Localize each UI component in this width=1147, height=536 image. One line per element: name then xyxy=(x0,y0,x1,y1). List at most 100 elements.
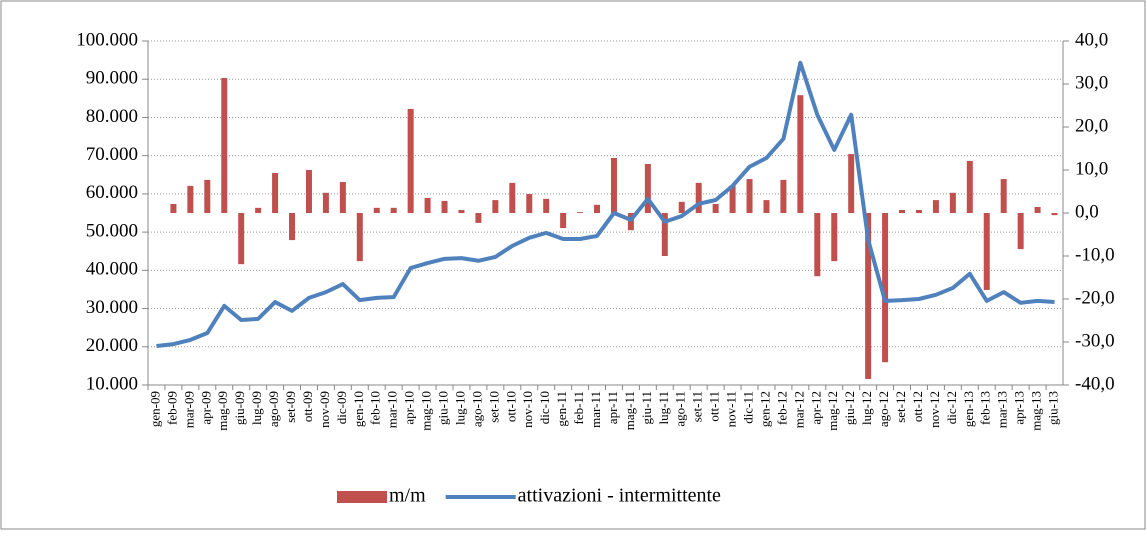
y-tick-label: 20.000 xyxy=(86,335,138,356)
bar xyxy=(932,200,939,213)
bar xyxy=(272,173,279,213)
bar xyxy=(170,203,177,213)
x-tick-label: mar-13 xyxy=(995,391,1010,428)
y-tick-label: 90.000 xyxy=(86,68,138,89)
y2-tick-label: -20,0 xyxy=(1075,287,1115,308)
x-tick-label: ago-11 xyxy=(673,391,688,427)
bar xyxy=(187,185,194,213)
x-tick-label: feb-10 xyxy=(368,391,383,425)
y2-tick-label: -30,0 xyxy=(1075,330,1115,351)
bar xyxy=(831,213,838,262)
x-tick-label: mar-11 xyxy=(588,391,603,428)
x-tick-label: giu-09 xyxy=(232,391,247,425)
x-tick-label: dic-10 xyxy=(537,391,552,424)
x-tick-label: set-12 xyxy=(893,391,908,423)
bar xyxy=(763,200,770,213)
y2-tick-label: 10,0 xyxy=(1075,158,1108,179)
x-tick-label: apr-11 xyxy=(605,391,620,424)
x-tick-label: mar-12 xyxy=(791,391,806,428)
bar xyxy=(475,213,482,223)
x-tick-label: mag-10 xyxy=(419,391,434,431)
x-tick-label: nov-10 xyxy=(520,391,535,428)
y-tick-label: 100.000 xyxy=(76,29,138,50)
bar xyxy=(373,207,380,213)
y2-tick-label: 40,0 xyxy=(1075,29,1108,50)
y-tick-label: 30.000 xyxy=(86,297,138,318)
x-tick-label: apr-13 xyxy=(1012,391,1027,425)
x-tick-label: apr-10 xyxy=(402,391,417,425)
x-tick-label: nov-11 xyxy=(724,391,739,427)
x-tick-label: mag-11 xyxy=(622,391,637,430)
bar xyxy=(543,198,550,213)
bar xyxy=(661,213,668,256)
x-tick-label: nov-12 xyxy=(927,391,942,428)
x-tick-label: mag-12 xyxy=(825,391,840,431)
bar xyxy=(729,185,736,213)
y2-tick-label: -10,0 xyxy=(1075,244,1115,265)
bar xyxy=(526,194,533,213)
bar xyxy=(865,213,872,379)
bar xyxy=(407,108,414,213)
x-tick-label: feb-13 xyxy=(978,391,993,425)
x-tick-label: set-11 xyxy=(690,391,705,422)
y2-tick-label: -40,0 xyxy=(1075,373,1115,394)
y-tick-label: 80.000 xyxy=(86,106,138,127)
x-tick-label: nov-09 xyxy=(317,391,332,428)
bar xyxy=(1034,206,1041,213)
x-tick-label: ott-10 xyxy=(503,391,518,422)
bar xyxy=(983,213,990,290)
x-tick-label: ago-09 xyxy=(266,391,281,427)
x-tick-label: dic-12 xyxy=(944,391,959,424)
bar xyxy=(322,192,329,213)
x-tick-label: ago-12 xyxy=(876,391,891,427)
bar xyxy=(695,182,702,213)
bar xyxy=(204,179,211,213)
x-tick-label: gen-12 xyxy=(757,391,772,427)
bar xyxy=(221,77,228,213)
x-tick-label: gen-09 xyxy=(147,391,162,427)
bar xyxy=(712,203,719,213)
x-tick-label: lug-10 xyxy=(452,391,467,425)
x-tick-label: set-10 xyxy=(486,391,501,423)
x-tick-label: giu-13 xyxy=(1046,391,1061,425)
line xyxy=(156,60,1055,349)
bar xyxy=(560,213,567,229)
bar xyxy=(356,213,363,262)
bar xyxy=(644,163,651,213)
bar xyxy=(610,157,617,213)
x-tick-label: set-09 xyxy=(283,391,298,423)
y-tick-label: 50.000 xyxy=(86,220,138,241)
bar xyxy=(238,213,245,265)
x-tick-label: apr-09 xyxy=(198,391,213,425)
legend-swatch xyxy=(337,491,387,503)
legend-label: m/m xyxy=(389,485,426,507)
x-tick-label: gen-11 xyxy=(554,391,569,427)
bar xyxy=(424,197,431,213)
y2-tick-label: 20,0 xyxy=(1075,115,1108,136)
bar xyxy=(882,213,889,363)
bar xyxy=(1000,179,1007,213)
y2-tick-label: 0,0 xyxy=(1075,201,1099,222)
x-tick-label: lug-09 xyxy=(249,391,264,425)
bar xyxy=(1051,213,1058,216)
bar xyxy=(899,209,906,213)
bar xyxy=(1017,213,1024,250)
x-tick-label: gen-13 xyxy=(961,391,976,427)
bar xyxy=(949,192,956,213)
x-tick-label: mag-13 xyxy=(1029,391,1044,431)
x-tick-label: giu-11 xyxy=(639,391,654,424)
x-tick-label: mar-09 xyxy=(181,391,196,428)
bar xyxy=(305,170,312,213)
x-tick-label: feb-09 xyxy=(164,391,179,425)
bar xyxy=(289,213,296,241)
bar xyxy=(441,200,448,213)
x-tick-label: gen-10 xyxy=(351,391,366,427)
x-tick-label: feb-12 xyxy=(774,391,789,425)
bar xyxy=(780,179,787,213)
x-tick-label: ott-11 xyxy=(707,391,722,422)
bar xyxy=(814,213,821,277)
y-tick-label: 40.000 xyxy=(86,259,138,280)
y-tick-label: 60.000 xyxy=(86,182,138,203)
bar xyxy=(390,207,397,213)
